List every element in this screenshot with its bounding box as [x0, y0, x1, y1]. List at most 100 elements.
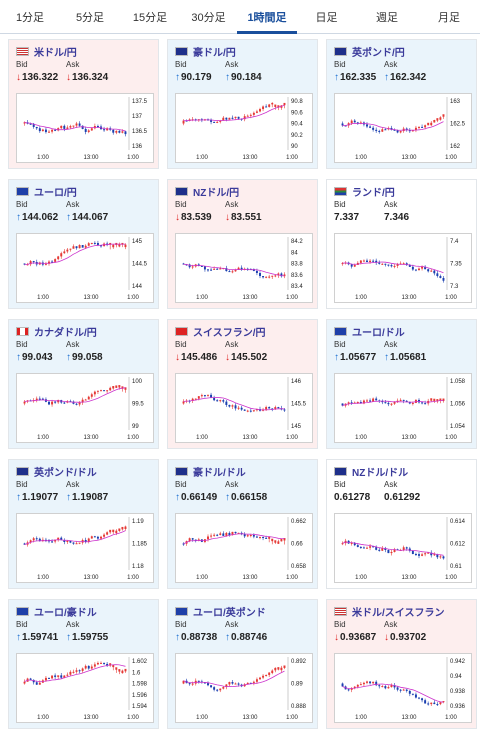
candle-body — [87, 538, 90, 542]
candlestick-chart[interactable]: 163 162.5 162 1:00 13:00 1:00 — [334, 93, 472, 163]
candle-body — [207, 394, 209, 396]
candle-body — [237, 532, 240, 534]
candle-body — [231, 531, 234, 536]
x-tick-label: 1:00 — [37, 295, 49, 301]
candle-body — [259, 109, 261, 112]
tab-5[interactable]: 1時間足 — [237, 0, 297, 34]
candlestick-chart[interactable]: 1.19 1.185 1.18 1:00 13:00 1:00 — [16, 513, 154, 583]
rate-card[interactable]: 豪ドル/円 Bid Ask ↑90.179 ↑90.184 90.8 90.6 90.4… — [167, 39, 318, 169]
tab-6[interactable]: 日足 — [315, 12, 338, 24]
pair-name[interactable]: ユーロ/英ポンド — [193, 607, 266, 619]
candlestick-chart[interactable]: 145 144.5 144 1:00 13:00 1:00 — [16, 233, 154, 303]
candle-body — [277, 667, 280, 670]
y-tick-label: 0.94 — [450, 674, 462, 680]
rate-card[interactable]: 米ドル/スイスフラン Bid Ask ↓0.93687 ↓0.93702 0.942… — [326, 599, 477, 729]
moving-average-line — [342, 399, 444, 406]
candlestick-chart[interactable]: 137.5 137 136.5 136 1:00 13:00 1:00 — [16, 93, 154, 163]
pair-name[interactable]: 英ポンド/円 — [352, 47, 405, 59]
candlestick-chart[interactable]: 0.892 0.89 0.888 1:00 13:00 1:00 — [175, 653, 313, 723]
pair-name[interactable]: 英ポンド/ドル — [34, 467, 97, 479]
x-tick-label: 13:00 — [83, 575, 99, 581]
rate-card[interactable]: NZドル/円 Bid Ask ↓83.539 ↓83.551 84.2 84 83.8 8… — [167, 179, 318, 309]
candlestick-chart[interactable]: 0.614 0.612 0.61 1:00 13:00 1:00 — [334, 513, 472, 583]
candlestick-chart[interactable]: 1.058 1.056 1.054 1:00 13:00 1:00 — [334, 373, 472, 443]
candle-body — [48, 677, 50, 679]
pair-name[interactable]: ユーロ/ドル — [352, 327, 405, 339]
pair-name[interactable]: ユーロ/円 — [34, 187, 77, 199]
y-tick-label: 0.888 — [291, 704, 307, 710]
candle-body — [109, 663, 112, 666]
rate-card[interactable]: NZドル/ドル Bid Ask 0.61278 0.61292 0.614 0.612… — [326, 459, 477, 589]
rate-card[interactable]: カナダドル/円 Bid Ask ↑99.043 ↑99.058 100 99.5 99 1… — [8, 319, 159, 449]
pair-name[interactable]: NZドル/円 — [193, 187, 240, 199]
tab-1[interactable]: 1分足 — [15, 12, 45, 24]
candle-body — [72, 542, 75, 544]
up-arrow-icon: ↑ — [225, 72, 230, 83]
rate-card[interactable]: ユーロ/ドル Bid Ask ↑1.05677 ↑1.05681 1.058 1.05… — [326, 319, 477, 449]
rate-card[interactable]: 英ポンド/円 Bid Ask ↑162.335 ↑162.342 163 162.5 1… — [326, 39, 477, 169]
candle-body — [66, 540, 69, 542]
pair-name[interactable]: カナダドル/円 — [34, 327, 97, 339]
rate-card[interactable]: ユーロ/英ポンド Bid Ask ↑0.88738 ↑0.88746 0.892 0.… — [167, 599, 318, 729]
candle-body — [268, 672, 271, 675]
x-tick-label: 1:00 — [445, 155, 457, 161]
pair-name[interactable]: 米ドル/スイスフラン — [352, 607, 445, 619]
candlestick-chart[interactable]: 0.662 0.66 0.658 1:00 13:00 1:00 — [175, 513, 313, 583]
rate-card[interactable]: ランド/円 Bid Ask 7.337 7.346 7.4 7.35 7.3 1:00 13… — [326, 179, 477, 309]
rate-card[interactable]: 米ドル/円 Bid Ask ↓136.322 ↓136.324 137.5 137 13… — [8, 39, 159, 169]
pair-name[interactable]: スイスフラン/円 — [193, 327, 266, 339]
pair-name[interactable]: NZドル/ドル — [352, 467, 409, 479]
x-tick-label: 1:00 — [286, 715, 298, 721]
card-header: ユーロ/豪ドル — [16, 603, 97, 619]
y-tick-label: 162 — [450, 144, 461, 150]
tab-2[interactable]: 5分足 — [75, 12, 105, 24]
bid-label: Bid — [334, 60, 346, 69]
pair-name[interactable]: 豪ドル/円 — [193, 47, 236, 59]
candle-body — [100, 536, 102, 539]
candle-body — [399, 689, 402, 691]
candlestick-chart[interactable]: 7.4 7.35 7.3 1:00 13:00 1:00 — [334, 233, 472, 303]
pair-name[interactable]: 豪ドル/ドル — [193, 467, 246, 479]
candlestick-chart[interactable]: 0.942 0.94 0.938 0.936 1:00 13:00 1:00 — [334, 653, 472, 723]
y-tick-label: 0.614 — [450, 519, 466, 525]
candle-body — [433, 702, 436, 705]
pair-name[interactable]: ランド/円 — [352, 187, 395, 199]
candle-body — [246, 535, 249, 537]
candlestick-chart[interactable]: 90.8 90.6 90.4 90.2 90 1:00 13:00 1:00 — [175, 93, 313, 163]
pair-name[interactable]: 米ドル/円 — [34, 47, 77, 59]
rate-card[interactable]: ユーロ/円 Bid Ask ↑144.062 ↑144.067 145 144.5 14… — [8, 179, 159, 309]
candlestick-chart[interactable]: 84.2 84 83.8 83.6 83.4 1:00 13:00 1:00 — [175, 233, 313, 303]
candle-body — [222, 687, 225, 689]
candle-body — [57, 128, 60, 131]
up-arrow-icon: ↑ — [16, 632, 21, 643]
candlestick-chart[interactable]: 146 145.5 145 1:00 13:00 1:00 — [175, 373, 313, 443]
candlestick-chart[interactable]: 1.602 1.6 1.598 1.596 1.594 1:00 13:00 1:00 — [16, 653, 154, 723]
candle-body — [378, 130, 381, 132]
candle-body — [78, 402, 81, 405]
candle-body — [29, 678, 32, 680]
bid-ask-labels: Bid Ask — [16, 480, 79, 489]
tab-7[interactable]: 週足 — [376, 12, 398, 24]
y-tick-label: 0.89 — [291, 682, 303, 688]
candle-body — [384, 402, 387, 404]
rate-card[interactable]: スイスフラン/円 Bid Ask ↓145.486 ↓145.502 146 145.… — [167, 319, 318, 449]
candle-body — [375, 129, 378, 131]
x-tick-label: 1:00 — [355, 575, 367, 581]
tab-4[interactable]: 30分足 — [191, 12, 226, 24]
tab-3[interactable]: 15分足 — [132, 12, 168, 24]
candle-body — [38, 682, 41, 685]
tab-8[interactable]: 月足 — [438, 12, 460, 24]
x-tick-label: 1:00 — [196, 715, 208, 721]
y-tick-label: 1.185 — [132, 542, 148, 548]
y-tick-label: 1.058 — [450, 379, 466, 385]
candle-body — [396, 130, 399, 133]
candle-body — [51, 401, 54, 405]
rate-card[interactable]: ユーロ/豪ドル Bid Ask ↑1.59741 ↑1.59755 1.602 1.6… — [8, 599, 159, 729]
pair-name[interactable]: ユーロ/豪ドル — [34, 607, 97, 619]
rate-card[interactable]: 英ポンド/ドル Bid Ask ↑1.19077 ↑1.19087 1.19 1.18… — [8, 459, 159, 589]
candlestick-chart[interactable]: 100 99.5 99 1:00 13:00 1:00 — [16, 373, 154, 443]
candle-body — [100, 662, 102, 664]
rate-card[interactable]: 豪ドル/ドル Bid Ask ↑0.66149 ↑0.66158 0.662 0.66… — [167, 459, 318, 589]
candle-body — [225, 401, 228, 405]
y-tick-label: 7.35 — [450, 262, 462, 268]
